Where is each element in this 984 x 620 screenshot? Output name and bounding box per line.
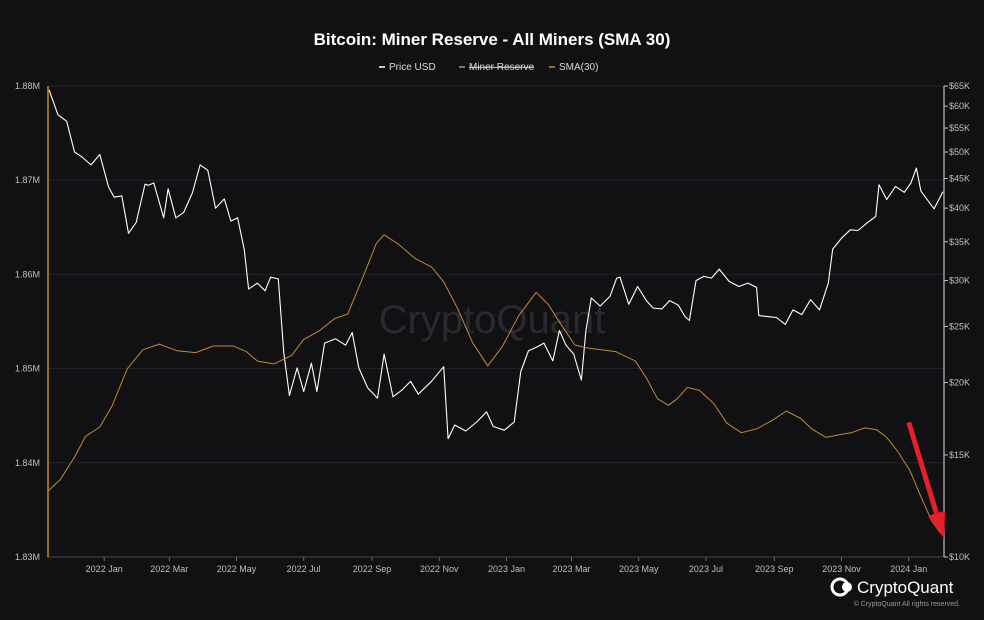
x-tick-label: 2023 Mar <box>552 564 590 574</box>
y-left-tick-label: 1.85M <box>15 364 40 374</box>
y-left-tick-label: 1.86M <box>15 269 40 279</box>
y-right-tick-label: $60K <box>949 101 970 111</box>
x-tick-label: 2022 Jul <box>287 564 321 574</box>
x-axis-ticks: 2022 Jan 2022 Mar 2022 May 2022 Jul 2022 Sep… <box>86 557 927 574</box>
x-tick-label: 2022 May <box>217 564 257 574</box>
copyright-text: © CryptoQuant All rights reserved. <box>854 600 960 608</box>
y-right-tick-label: $65K <box>949 81 970 91</box>
y-right-tick-label: $20K <box>949 378 970 388</box>
y-right-axis-ticks: $65K $60K $55K $50K $45K $40K $35K $30K $25K $20K… <box>944 81 970 562</box>
y-left-tick-label: 1.84M <box>15 458 40 468</box>
y-right-tick-label: $35K <box>949 237 970 247</box>
cryptoquant-logo-icon <box>830 577 852 597</box>
x-tick-label: 2023 Nov <box>822 564 861 574</box>
legend-label: Miner Reserve <box>469 62 534 73</box>
annotation-layer <box>906 421 945 539</box>
x-tick-label: 2022 Nov <box>420 564 459 574</box>
red-arrow-shaft <box>906 421 939 515</box>
y-left-tick-label: 1.87M <box>15 175 40 185</box>
y-right-tick-label: $30K <box>949 276 970 286</box>
y-right-tick-label: $25K <box>949 321 970 331</box>
y-left-axis-ticks: 1.88M 1.87M 1.86M 1.85M 1.84M 1.83M <box>15 81 40 562</box>
x-tick-label: 2023 Jul <box>689 564 723 574</box>
logo-text: CryptoQuant <box>857 578 954 597</box>
axes <box>47 86 945 558</box>
cryptoquant-logo: CryptoQuant <box>830 577 954 597</box>
y-right-tick-label: $15K <box>949 450 970 460</box>
y-right-tick-label: $40K <box>949 203 970 213</box>
y-right-tick-label: $45K <box>949 174 970 184</box>
x-tick-label: 2023 Jan <box>488 564 525 574</box>
x-tick-label: 2023 May <box>619 564 659 574</box>
legend-label: Price USD <box>389 62 436 73</box>
red-arrow-head <box>927 510 945 539</box>
sma30-line <box>47 234 942 534</box>
chart-title: Bitcoin: Miner Reserve - All Miners (SMA… <box>314 30 671 49</box>
x-tick-label: 2022 Mar <box>150 564 188 574</box>
x-tick-label: 2023 Sep <box>755 564 794 574</box>
x-tick-label: 2022 Sep <box>353 564 392 574</box>
price-usd-line <box>48 89 944 440</box>
legend-label: SMA(30) <box>559 62 598 73</box>
y-right-tick-label: $55K <box>949 123 970 133</box>
y-right-tick-label: $10K <box>949 552 970 562</box>
y-left-tick-label: 1.83M <box>15 552 40 562</box>
watermark-text: CryptoQuant <box>379 298 606 342</box>
y-left-tick-label: 1.88M <box>15 81 40 91</box>
x-tick-label: 2022 Jan <box>86 564 123 574</box>
x-tick-label: 2024 Jan <box>890 564 927 574</box>
y-right-tick-label: $50K <box>949 147 970 157</box>
chart-legend: Price USD Miner Reserve SMA(30) <box>379 62 598 73</box>
series-layer <box>47 89 944 534</box>
